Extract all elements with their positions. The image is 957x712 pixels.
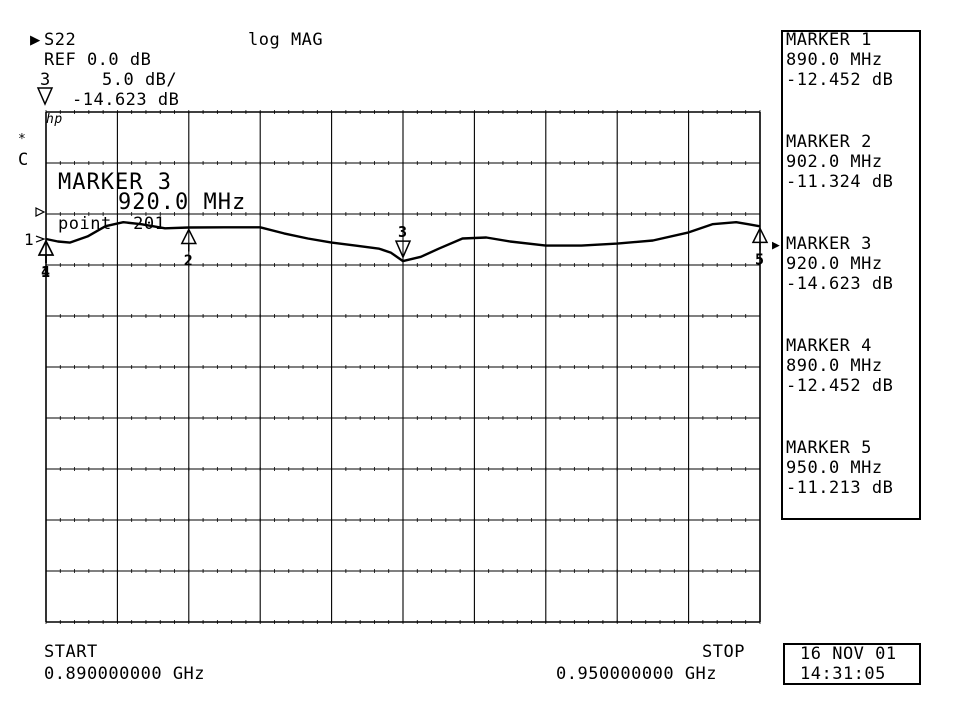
marker-glyphs: 1 2 3 4 5 (37, 223, 769, 281)
marker-freq: 950.0 MHz (786, 458, 883, 478)
marker-freq: 902.0 MHz (786, 152, 883, 172)
overlay-marker-title: MARKER 3 (58, 170, 172, 195)
marker-panel (781, 30, 921, 520)
marker-2-number: 2 (184, 252, 193, 270)
marker-freq: 890.0 MHz (786, 356, 883, 376)
marker-annotation-arrow (35, 235, 46, 243)
marker-3-number: 3 (398, 223, 407, 241)
asterisk-indicator: * (18, 132, 27, 147)
marker-1-number: 1 (41, 263, 50, 281)
graticule (45, 110, 761, 624)
marker-value: -11.213 dB (786, 478, 894, 498)
correction-indicator: C (18, 150, 29, 170)
marker-name: MARKER 2 (786, 132, 872, 152)
time-label: 14:31:05 (800, 664, 886, 684)
plot-decorations: 1 (24, 87, 54, 249)
format-label: log MAG (248, 30, 324, 50)
active-marker-arrow: ▶ (772, 238, 781, 253)
marker-4-glyph (37, 239, 55, 256)
marker-panel-entry: MARKER 2 902.0 MHz -11.324 dB (786, 132, 893, 192)
reference-position-pointer (35, 207, 46, 217)
date-label: 16 NOV 01 (800, 644, 897, 664)
marker-panel-entry: MARKER 3 920.0 MHz -14.623 dB (786, 234, 893, 294)
marker-panel-entry: MARKER 5 950.0 MHz -11.213 dB (786, 438, 893, 498)
marker-value: -12.452 dB (786, 70, 894, 90)
s22-trace (45, 220, 761, 263)
marker-value: -14.623 dB (786, 274, 894, 294)
marker-value: -12.452 dB (786, 376, 894, 396)
active-marker-triangle-icon (36, 87, 54, 106)
start-label: START (44, 642, 98, 662)
marker-panel-entry: MARKER 1 890.0 MHz -12.452 dB (786, 30, 893, 90)
marker-panel-entry: MARKER 4 890.0 MHz -12.452 dB (786, 336, 893, 396)
overlay-point-count: point 201 (58, 214, 166, 234)
marker-freq: 890.0 MHz (786, 50, 883, 70)
active-parameter-arrow: ▶ (30, 30, 41, 50)
overlay-marker-frequency: 920.0 MHz (118, 190, 247, 215)
stop-frequency: 0.950000000 GHz (556, 664, 718, 684)
marker-4-number: 4 (41, 263, 50, 281)
active-marker-readout: -14.623 dB (72, 90, 180, 110)
parameter-label: S22 (44, 30, 77, 50)
marker-annotation-label: 1 (24, 230, 34, 249)
hp-logo: hp (46, 112, 63, 127)
marker-name: MARKER 1 (786, 30, 872, 50)
marker-3-glyph (394, 240, 412, 260)
marker-value: -11.324 dB (786, 172, 894, 192)
marker-5-number: 5 (755, 250, 764, 268)
scale-per-division: 5.0 dB/ (102, 70, 178, 90)
scale-channel: 3 (40, 70, 51, 90)
marker-name: MARKER 5 (786, 438, 872, 458)
marker-freq: 920.0 MHz (786, 254, 883, 274)
marker-name: MARKER 4 (786, 336, 872, 356)
start-frequency: 0.890000000 GHz (44, 664, 206, 684)
stop-label: STOP (702, 642, 745, 662)
reference-level: REF 0.0 dB (44, 50, 152, 70)
marker-name: MARKER 3 (786, 234, 872, 254)
timestamp-box (783, 643, 921, 685)
